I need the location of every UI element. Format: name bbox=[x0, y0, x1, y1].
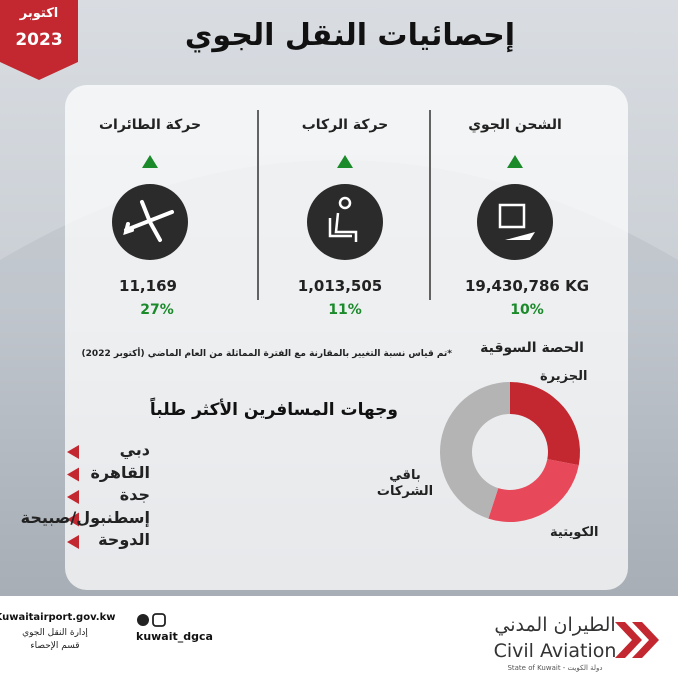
footer bbox=[0, 596, 678, 680]
segment-label: الجزيرة bbox=[540, 369, 588, 384]
destination-marker bbox=[67, 512, 79, 527]
passenger-seat bbox=[328, 212, 358, 242]
logo-chevrons bbox=[615, 622, 659, 658]
destination-marker bbox=[67, 445, 79, 459]
stat-change: 11% bbox=[328, 302, 362, 318]
destination-markers bbox=[67, 445, 79, 549]
segment-label: باقي الشركات bbox=[376, 468, 434, 499]
cargo-icon bbox=[477, 184, 553, 260]
badge-month: اكتوبر bbox=[19, 6, 59, 21]
donut-segment bbox=[488, 459, 579, 523]
up-arrow bbox=[142, 155, 158, 168]
logo-state: State of Kuwait - دولة الكويت bbox=[507, 664, 603, 672]
passenger-head bbox=[338, 196, 352, 210]
section: قسم الإحصاء bbox=[30, 641, 80, 651]
destinations-title: وجهات المسافرين الأكثر طلباً bbox=[149, 400, 398, 420]
segment-label: الكويتية bbox=[550, 525, 599, 540]
department: إدارة النقل الجوي bbox=[22, 628, 88, 638]
donut-segment bbox=[510, 382, 581, 466]
x-icon bbox=[137, 614, 149, 626]
passenger-icon bbox=[307, 184, 383, 260]
stat-label: الشحن الجوي bbox=[468, 117, 562, 133]
stat-value: 1,013,505 bbox=[297, 277, 383, 295]
note: *تم قياس نسبة التغيير بالمقارنة مع الفتر… bbox=[81, 349, 452, 359]
website: Kuwaitairport.gov.kw bbox=[0, 612, 116, 623]
logo-english: Civil Aviation bbox=[493, 640, 617, 662]
stat-change: 10% bbox=[510, 302, 544, 318]
destination-marker bbox=[67, 535, 79, 549]
stat-label: حركة الركاب bbox=[301, 117, 389, 133]
date-badge bbox=[0, 0, 78, 80]
destination: إسطنبول/صبيحة bbox=[20, 507, 150, 527]
social-handle[interactable]: kuwait_dgca bbox=[136, 630, 213, 643]
stat-label: حركة الطائرات bbox=[98, 117, 202, 133]
market-share-title: الحصة السوقية bbox=[480, 340, 584, 356]
instagram-icon bbox=[152, 613, 166, 627]
up-arrow bbox=[507, 155, 523, 168]
destination: القاهرة bbox=[90, 462, 150, 482]
cargo-box bbox=[498, 203, 526, 229]
stat-change: 27% bbox=[140, 302, 174, 318]
up-arrow bbox=[337, 155, 353, 168]
stat-value: 19,430,786 KG bbox=[464, 277, 590, 295]
destination: الدوحة bbox=[98, 530, 150, 549]
donut-segment bbox=[439, 382, 510, 519]
badge-year: 2023 bbox=[15, 30, 63, 50]
destination: دبي bbox=[119, 440, 150, 459]
logo-arabic: الطيران المدني bbox=[494, 614, 616, 636]
market-share-donut bbox=[439, 382, 581, 523]
stat-value: 11,169 bbox=[119, 277, 177, 295]
destination-marker bbox=[67, 490, 79, 504]
destination: جدة bbox=[119, 485, 150, 504]
title: إحصائيات النقل الجوي bbox=[184, 18, 516, 53]
cargo-plane bbox=[505, 232, 535, 240]
destination-marker bbox=[67, 467, 79, 482]
aircraft-shape bbox=[123, 200, 174, 242]
